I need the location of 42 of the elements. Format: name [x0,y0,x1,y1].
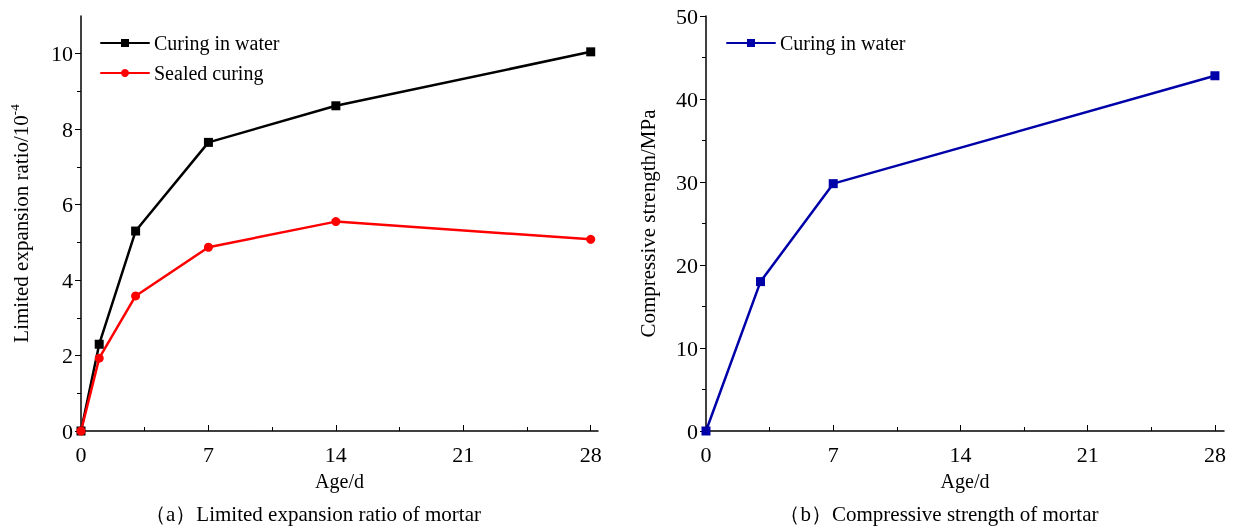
text: （b）Compressive strength of mortar [779,501,1099,526]
y-tick-label: 0 [62,418,73,444]
point [1210,71,1220,81]
point [131,226,141,236]
legend-label: Curing in water [154,32,280,55]
point [586,47,596,57]
y-tick-label: 40 [676,86,698,112]
y-tick-label: 20 [676,252,698,278]
point [203,137,213,147]
point [586,234,596,244]
y-tick-label: 30 [676,169,698,195]
x-tick-label: 14 [949,441,972,467]
y-axis-title: Compressive strength/MPa [635,108,660,338]
text: （a）Limited expansion ratio of mortar [145,501,481,526]
point [94,353,104,363]
x-tick-label: 7 [202,441,214,467]
y-tick-label: 8 [62,116,73,142]
y-tick-label: 50 [676,3,698,29]
y-axis-title: Limited expansion ratio/10-4 [7,103,33,343]
point [94,339,104,349]
y-tick-label: 4 [62,267,73,293]
y-tick-label: 2 [62,343,73,369]
point [203,242,213,252]
x-tick-label: 7 [827,441,839,467]
point [331,217,341,227]
x-tick-label: 28 [1203,441,1226,467]
point [828,179,838,189]
y-tick-label: 10 [676,335,698,361]
y-tick-label: 6 [62,192,73,218]
point [131,291,141,301]
x-axis-title: Age/d [315,470,364,493]
y-tick-label: 0 [687,418,698,444]
x-axis-title: Age/d [940,470,990,493]
legend-label: Curing in water [780,32,906,55]
y-tick-label: 10 [51,41,73,67]
x-tick-label: 28 [579,441,602,467]
x-tick-label: 21 [452,441,475,467]
x-tick-label: 14 [324,441,347,467]
point [331,101,341,111]
legend-label: Sealed curing [154,62,264,85]
x-tick-label: 21 [1076,441,1099,467]
point [756,277,766,287]
